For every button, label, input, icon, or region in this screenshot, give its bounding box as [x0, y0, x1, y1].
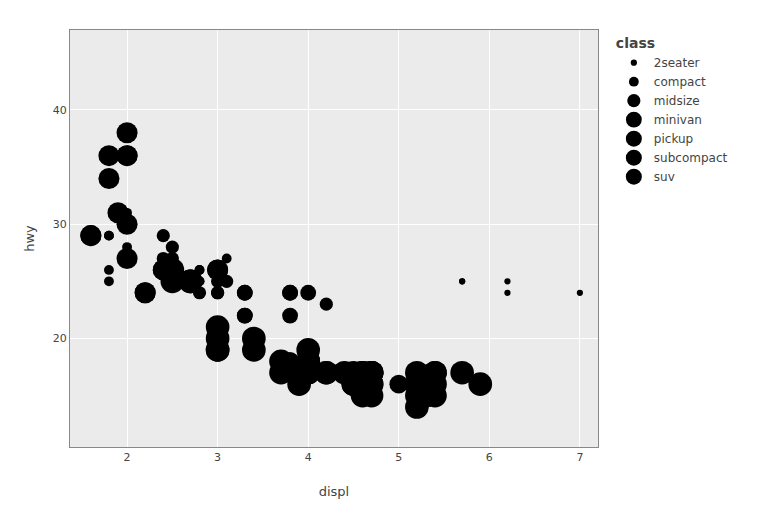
svg-text:7: 7: [576, 451, 583, 464]
svg-text:displ: displ: [319, 484, 350, 499]
svg-text:pickup: pickup: [654, 132, 693, 146]
svg-text:4: 4: [305, 451, 312, 464]
svg-text:minivan: minivan: [654, 113, 702, 127]
svg-text:class: class: [616, 35, 655, 51]
svg-text:2seater: 2seater: [654, 56, 700, 70]
svg-text:suv: suv: [654, 170, 675, 184]
svg-text:6: 6: [486, 451, 493, 464]
svg-text:30: 30: [53, 218, 67, 231]
svg-text:subcompact: subcompact: [654, 151, 728, 165]
svg-text:20: 20: [53, 332, 67, 345]
svg-text:5: 5: [395, 451, 402, 464]
svg-text:midsize: midsize: [654, 94, 700, 108]
svg-text:hwy: hwy: [22, 225, 37, 252]
svg-text:2: 2: [124, 451, 131, 464]
svg-text:compact: compact: [654, 75, 706, 89]
svg-text:40: 40: [53, 104, 67, 117]
svg-text:3: 3: [214, 451, 221, 464]
